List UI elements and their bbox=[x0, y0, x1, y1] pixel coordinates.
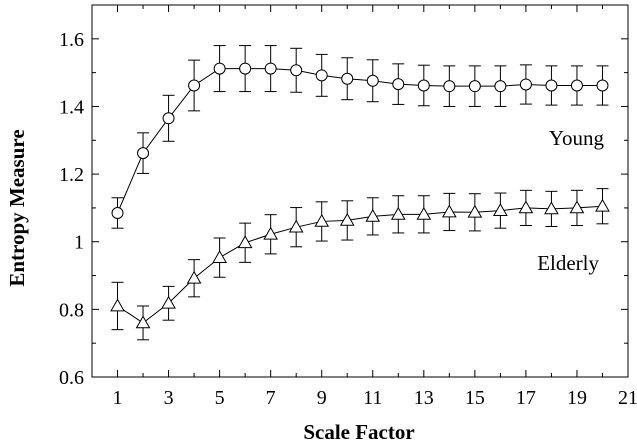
data-point bbox=[188, 79, 201, 92]
data-point bbox=[339, 212, 355, 226]
x-tick-label: 11 bbox=[363, 387, 382, 409]
data-point bbox=[570, 79, 583, 92]
data-point bbox=[544, 201, 559, 215]
y-axis-title: Entropy Measure bbox=[5, 129, 29, 286]
data-point bbox=[341, 72, 354, 85]
data-point bbox=[493, 203, 508, 216]
x-tick-label: 13 bbox=[414, 387, 434, 409]
data-point bbox=[212, 250, 227, 263]
data-point bbox=[314, 213, 330, 227]
y-tick-label: 0.6 bbox=[59, 367, 84, 389]
data-point bbox=[264, 62, 277, 75]
data-point bbox=[110, 298, 125, 312]
data-point bbox=[595, 198, 610, 212]
series-line-1 bbox=[117, 205, 603, 324]
plot-area: 1 3 5 7 9 11 13 15 17 19 210.60.811.21.41.6 bbox=[59, 4, 637, 409]
data-point bbox=[596, 79, 609, 92]
data-point bbox=[315, 69, 328, 82]
data-point bbox=[288, 219, 304, 233]
data-point bbox=[111, 206, 124, 219]
data-point bbox=[239, 62, 252, 75]
data-point bbox=[443, 80, 456, 93]
y-tick-label: 1.6 bbox=[59, 29, 84, 51]
x-tick-label: 3 bbox=[164, 387, 174, 409]
data-point bbox=[162, 112, 175, 125]
data-point bbox=[390, 206, 406, 220]
data-point bbox=[137, 147, 150, 160]
y-tick-label: 1.2 bbox=[59, 164, 84, 186]
x-tick-label: 1 bbox=[113, 387, 123, 409]
data-point bbox=[263, 226, 279, 240]
y-tick-label: 0.8 bbox=[59, 299, 84, 321]
data-point bbox=[468, 80, 481, 93]
x-tick-label: 21 bbox=[618, 387, 637, 409]
x-axis-title: Scale Factor bbox=[303, 420, 414, 444]
data-point bbox=[237, 235, 253, 249]
x-tick-label: 15 bbox=[465, 387, 485, 409]
data-point bbox=[519, 78, 532, 91]
data-point bbox=[441, 204, 457, 218]
x-tick-label: 19 bbox=[567, 387, 587, 409]
data-point bbox=[135, 315, 151, 329]
data-point bbox=[161, 295, 176, 309]
data-point bbox=[416, 206, 432, 220]
data-point bbox=[545, 79, 558, 92]
data-point bbox=[417, 79, 430, 92]
y-tick-label: 1 bbox=[74, 232, 84, 254]
series-label-elderly: Elderly bbox=[537, 251, 599, 275]
data-point bbox=[365, 208, 381, 222]
x-tick-label: 5 bbox=[215, 387, 225, 409]
data-point bbox=[290, 64, 303, 77]
x-tick-label: 9 bbox=[317, 387, 327, 409]
y-tick-label: 1.4 bbox=[59, 96, 84, 118]
data-point bbox=[186, 270, 202, 284]
series-line-0 bbox=[117, 68, 603, 214]
data-point bbox=[494, 80, 507, 93]
x-tick-label: 17 bbox=[516, 387, 536, 409]
data-point bbox=[392, 78, 405, 91]
data-point bbox=[366, 74, 379, 87]
x-tick-label: 7 bbox=[266, 387, 276, 409]
series-label-young: Young bbox=[549, 126, 605, 150]
plot-frame bbox=[91, 4, 629, 378]
data-point bbox=[569, 200, 585, 214]
data-point bbox=[213, 62, 226, 75]
data-point bbox=[518, 200, 534, 214]
data-point bbox=[467, 204, 483, 218]
